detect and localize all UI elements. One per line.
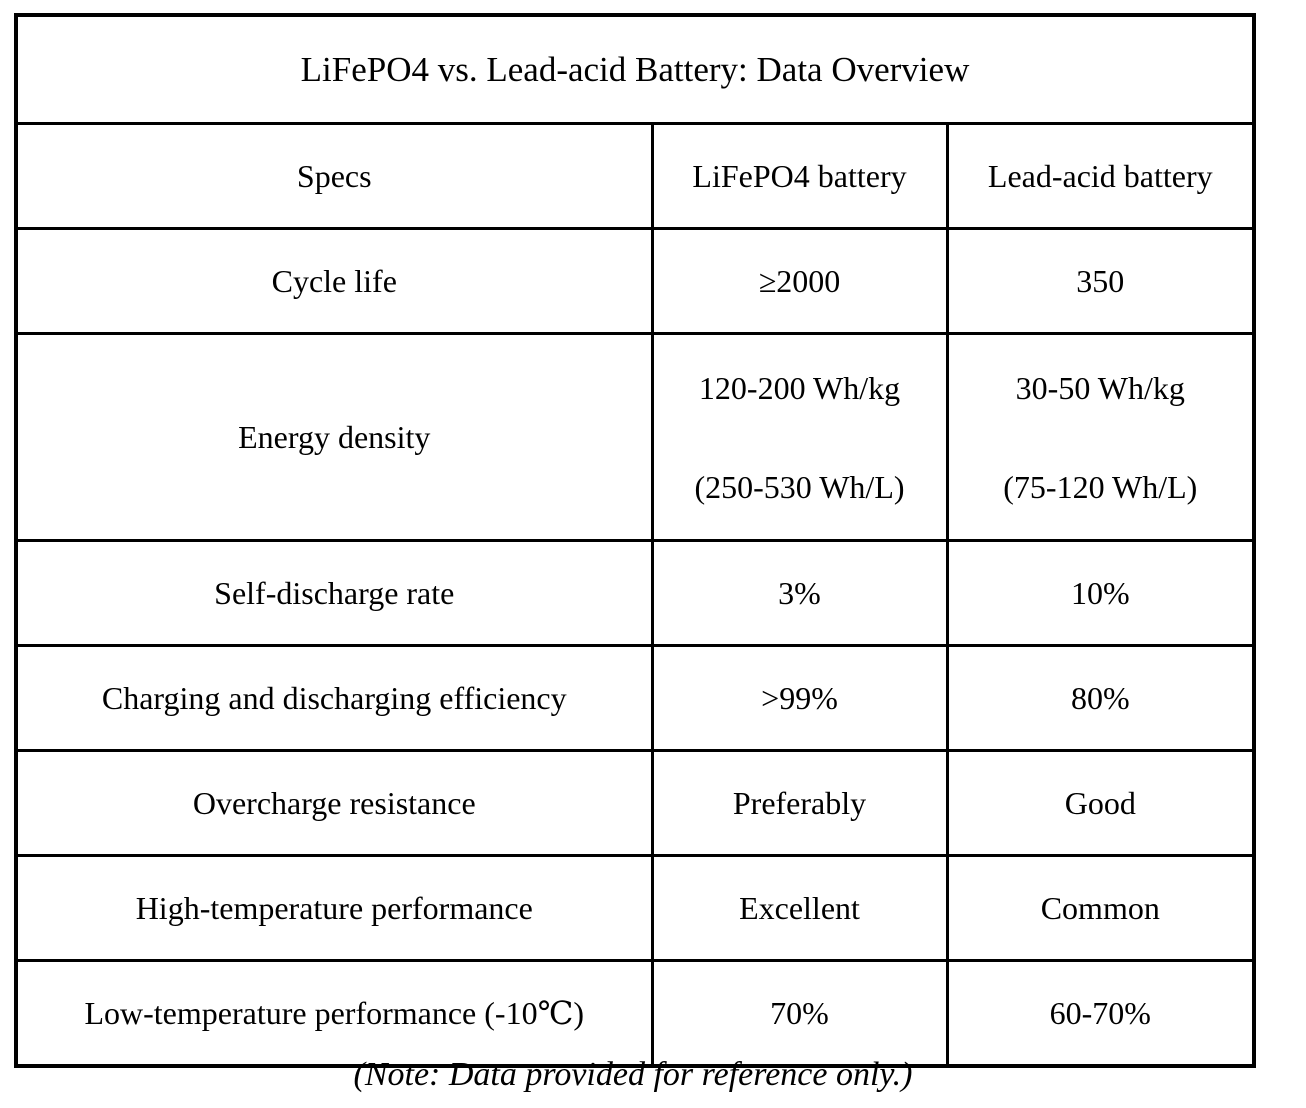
spec-cell: Energy density bbox=[14, 332, 654, 542]
cell-text: 70% bbox=[770, 995, 829, 1031]
table-row: Cycle life ≥2000 350 bbox=[14, 227, 1256, 335]
cell-content: Overcharge resistance bbox=[18, 783, 651, 823]
cell-content: 70% bbox=[654, 993, 946, 1033]
cell-text: Common bbox=[1040, 890, 1160, 926]
table-title: LiFePO4 vs. Lead-acid Battery: Data Over… bbox=[14, 13, 1256, 125]
cell-content: Charging and discharging efficiency bbox=[18, 678, 651, 718]
lead-acid-value-cell: 10% bbox=[945, 539, 1256, 647]
cell-text: 350 bbox=[1076, 263, 1125, 299]
cell-content: 350 bbox=[949, 261, 1253, 301]
cell-text: 30-50 Wh/kg bbox=[1015, 369, 1185, 406]
lead-acid-value-cell: 60-70% bbox=[945, 959, 1256, 1068]
table-header-row: Specs LiFePO4 battery Lead-acid battery bbox=[14, 122, 1256, 230]
lifepo4-value-cell: ≥2000 bbox=[650, 227, 949, 335]
table-body: LiFePO4 vs. Lead-acid Battery: Data Over… bbox=[14, 13, 1256, 1068]
cell-content: >99% bbox=[654, 678, 946, 718]
cell-content: 3% bbox=[654, 573, 946, 613]
cell-text: High-temperature performance bbox=[135, 890, 533, 926]
cell-content: Energy density bbox=[18, 338, 651, 536]
lead-acid-value-cell: 80% bbox=[945, 644, 1256, 752]
spec-cell: Low-temperature performance (-10℃) bbox=[14, 959, 654, 1068]
cell-text: Low-temperature performance (-10℃) bbox=[84, 995, 585, 1031]
table-row: Charging and discharging efficiency >99% 8… bbox=[14, 644, 1256, 752]
cell-text: Energy density bbox=[238, 419, 431, 455]
column-header-lead-acid-battery: Lead-acid battery bbox=[945, 122, 1256, 230]
cell-text: >99% bbox=[761, 680, 838, 716]
cell-text: 60-70% bbox=[1049, 995, 1151, 1031]
lifepo4-value-cell: 120-200 Wh/kg (250-530 Wh/L) bbox=[650, 332, 949, 542]
cell-content: Self-discharge rate bbox=[18, 573, 651, 613]
table-row: High-temperature performance Excellent Com… bbox=[14, 854, 1256, 962]
table-row: Self-discharge rate 3% 10% bbox=[14, 539, 1256, 647]
column-header-lifepo4-battery: LiFePO4 battery bbox=[650, 122, 949, 230]
cell-text: Excellent bbox=[739, 890, 860, 926]
spec-cell: High-temperature performance bbox=[14, 854, 654, 962]
cell-text: (75-120 Wh/L) bbox=[1003, 468, 1198, 505]
cell-text: 80% bbox=[1070, 680, 1130, 716]
table-row: Low-temperature performance (-10℃) 70% 60-… bbox=[14, 959, 1256, 1068]
lead-acid-value-cell: 30-50 Wh/kg (75-120 Wh/L) bbox=[945, 332, 1256, 542]
cell-content: 60-70% bbox=[949, 993, 1253, 1033]
cell-content: 10% bbox=[949, 573, 1253, 613]
lead-acid-value-cell: Good bbox=[945, 749, 1256, 857]
cell-text: 10% bbox=[1070, 575, 1130, 611]
cell-text: Preferably bbox=[732, 785, 867, 821]
table-row: Overcharge resistance Preferably Good bbox=[14, 749, 1256, 857]
spec-cell: Self-discharge rate bbox=[14, 539, 654, 647]
lifepo4-value-cell: 70% bbox=[650, 959, 949, 1068]
reference-note: (Note: Data provided for reference only.… bbox=[353, 1056, 913, 1093]
cell-text: Charging and discharging efficiency bbox=[101, 680, 567, 716]
cell-text: Good bbox=[1064, 785, 1136, 821]
cell-text: ≥2000 bbox=[758, 263, 841, 299]
cell-content: 30-50 Wh/kg (75-120 Wh/L) bbox=[949, 338, 1253, 536]
spec-cell: Overcharge resistance bbox=[14, 749, 654, 857]
cell-content: High-temperature performance bbox=[18, 888, 651, 928]
lifepo4-value-cell: Excellent bbox=[650, 854, 949, 962]
cell-content: ≥2000 bbox=[654, 261, 946, 301]
spec-cell: Cycle life bbox=[14, 227, 654, 335]
table-row: Energy density 120-200 Wh/kg (250-530 Wh/L… bbox=[14, 332, 1256, 542]
lifepo4-value-cell: >99% bbox=[650, 644, 949, 752]
cell-text: Overcharge resistance bbox=[192, 785, 476, 821]
table-title-row: LiFePO4 vs. Lead-acid Battery: Data Over… bbox=[14, 13, 1256, 125]
lifepo4-value-cell: 3% bbox=[650, 539, 949, 647]
cell-content: 120-200 Wh/kg (250-530 Wh/L) bbox=[654, 338, 946, 536]
cell-text: 120-200 Wh/kg bbox=[698, 369, 901, 406]
cell-text: 3% bbox=[778, 575, 821, 611]
cell-content: Preferably bbox=[654, 783, 946, 823]
cell-text: Self-discharge rate bbox=[214, 575, 455, 611]
lead-acid-value-cell: 350 bbox=[945, 227, 1256, 335]
cell-content: Common bbox=[949, 888, 1253, 928]
lifepo4-value-cell: Preferably bbox=[650, 749, 949, 857]
cell-text: (250-530 Wh/L) bbox=[694, 468, 905, 505]
column-header-specs: Specs bbox=[14, 122, 654, 230]
lead-acid-value-cell: Common bbox=[945, 854, 1256, 962]
cell-content: Good bbox=[949, 783, 1253, 823]
cell-content: Cycle life bbox=[18, 261, 651, 301]
battery-comparison-table: LiFePO4 vs. Lead-acid Battery: Data Over… bbox=[14, 13, 1257, 1068]
cell-content: Low-temperature performance (-10℃) bbox=[18, 993, 651, 1033]
cell-content: Excellent bbox=[654, 888, 946, 928]
cell-text: Cycle life bbox=[271, 263, 397, 299]
cell-content: 80% bbox=[949, 678, 1253, 718]
spec-cell: Charging and discharging efficiency bbox=[14, 644, 654, 752]
